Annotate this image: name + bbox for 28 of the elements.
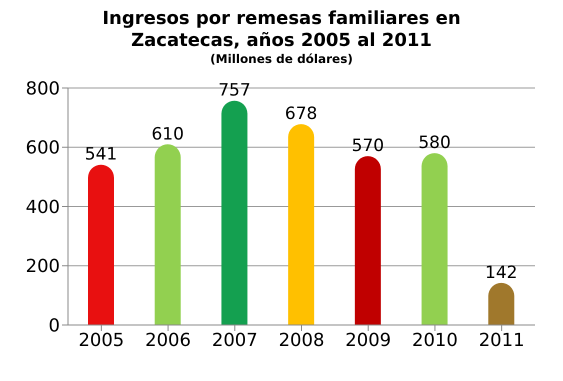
chart-subtitle: (Millones de dólares) [209,52,354,66]
data-label: 142 [485,262,518,283]
bar [88,164,114,325]
x-tick-label: 2009 [345,330,392,351]
chart-title: Ingresos por remesas familiares en Zacatecas, años 2005 al 2011 [101,8,462,52]
data-label: 610 [151,124,184,144]
bar [422,153,448,325]
data-label: 570 [352,136,384,156]
bar [154,144,181,325]
data-label: 541 [84,144,118,165]
bar [354,156,381,325]
x-tick-label: 2011 [478,330,525,351]
x-tick-label: 2010 [412,330,458,351]
y-tick-label: 600 [26,138,60,159]
x-tick-label: 2006 [145,330,191,351]
bar [488,282,514,325]
y-tick-label: 400 [26,196,60,218]
y-tick-label: 200 [26,256,60,278]
x-tick-label: 2005 [78,330,124,351]
y-tick-label: 0 [48,315,60,336]
x-tick-label: 2008 [278,330,324,351]
x-tick-label: 2007 [212,330,258,351]
bar [221,100,248,325]
data-label: 580 [418,133,451,154]
data-label: 757 [218,80,251,101]
data-label: 678 [284,104,318,124]
y-tick-label: 800 [26,78,60,100]
bar [288,124,314,325]
